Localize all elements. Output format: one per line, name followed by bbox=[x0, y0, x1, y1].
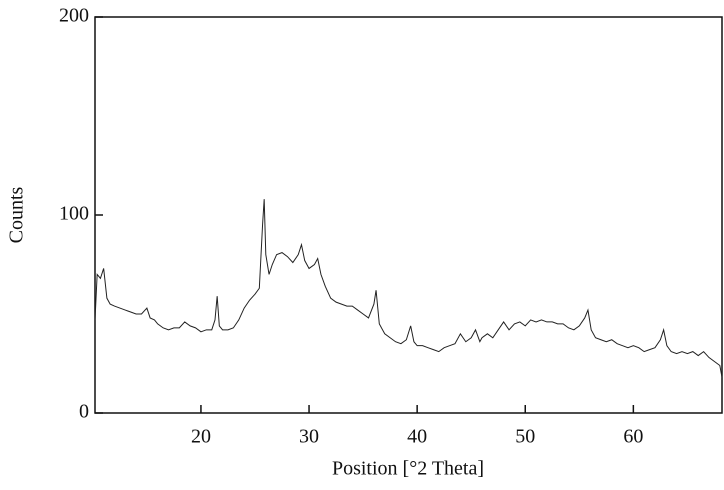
y-tick-label: 200 bbox=[59, 5, 89, 27]
y-tick-label: 100 bbox=[59, 203, 89, 225]
y-tick-label: 0 bbox=[79, 401, 89, 423]
x-tick-label: 60 bbox=[623, 426, 643, 448]
x-tick-label: 50 bbox=[515, 426, 535, 448]
y-axis-label: Counts bbox=[6, 186, 28, 243]
x-tick-label: 30 bbox=[299, 426, 319, 448]
data-line bbox=[94, 199, 723, 378]
x-tick-label: 20 bbox=[191, 426, 211, 448]
plot-frame bbox=[94, 16, 723, 414]
x-axis-label: Position [°2 Theta] bbox=[332, 458, 484, 480]
x-tick-label: 40 bbox=[407, 426, 427, 448]
